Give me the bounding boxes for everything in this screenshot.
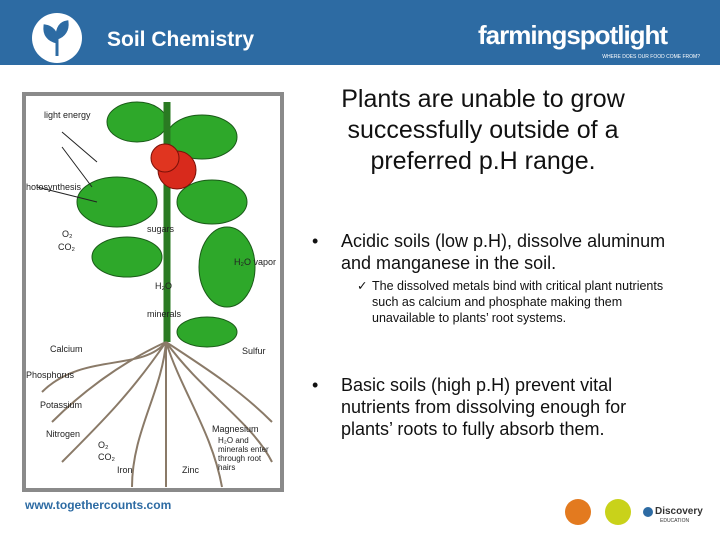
figure-label: Sulfur (242, 346, 266, 356)
figure-label: CO₂ (58, 242, 76, 252)
brand: farmingspotlight (478, 20, 668, 50)
discovery-logo: Discovery (655, 506, 703, 517)
discovery-icon (643, 507, 653, 517)
figure-label: CO₂ (98, 452, 116, 462)
figure-label-box: H₂O and minerals enter through root hair… (218, 436, 269, 472)
figure-label: Magnesium (212, 424, 259, 434)
partner-logo (565, 499, 591, 525)
bullet-text: Basic soils (high p.H) prevent vital nut… (341, 375, 627, 439)
figure-label: light energy (44, 110, 91, 120)
footer: www.togethercounts.com Discovery EDUCATI… (24, 498, 703, 525)
figure-label: Photosynthesis (22, 182, 82, 192)
figure-label: O₂ (62, 229, 73, 239)
figure-label: Potassium (40, 400, 82, 410)
figure-label: H₂O and minerals enter through root hair… (218, 436, 269, 472)
header-title: Soil Chemistry (107, 28, 254, 51)
sub-bullet-text: The dissolved metals bind with critical … (372, 279, 664, 325)
figure-label: Nitrogen (46, 429, 80, 439)
bullet-dot: • (312, 375, 319, 395)
heading: Plants are unable to grow successfully o… (341, 85, 625, 175)
figure-label: Calcium (50, 344, 83, 354)
figure-label: H₂O (155, 281, 172, 291)
bullet-dot: • (312, 231, 319, 251)
footer-url: www.togethercounts.com (24, 498, 171, 512)
bullet-text: Acidic soils (low p.H), dissolve aluminu… (341, 231, 666, 273)
header-graphics: Soil Chemistry farmingspotlight WHERE DO… (32, 13, 700, 63)
figure-label: minerals (147, 309, 182, 319)
partner-logo (605, 499, 631, 525)
tagline: WHERE DOES OUR FOOD COME FROM? (602, 54, 700, 60)
figure-label: H₂O vapor (234, 257, 276, 267)
bullet: • Acidic soils (low p.H), dissolve alumi… (312, 230, 682, 326)
check-icon: ✓ (357, 279, 368, 293)
figure-label: O₂ (98, 440, 109, 450)
discovery-sub: EDUCATION (660, 518, 689, 524)
figure-label: Iron (117, 465, 133, 475)
logo-sprout (43, 20, 69, 56)
figure-label: Phosphorus (26, 370, 75, 380)
header-bar: Soil Chemistry farmingspotlight WHERE DO… (0, 0, 720, 65)
sub-bullet: ✓ The dissolved metals bind with critical… (357, 278, 682, 326)
figure-label: Zinc (182, 465, 200, 475)
figure-label: sugars (147, 224, 175, 234)
bullet: • Basic soils (high p.H) prevent vital n… (312, 374, 682, 440)
plant-figure: light energy Photosynthesis sugars O₂ CO… (22, 92, 284, 492)
plant-drawing: light energy Photosynthesis sugars O₂ CO… (22, 101, 276, 488)
